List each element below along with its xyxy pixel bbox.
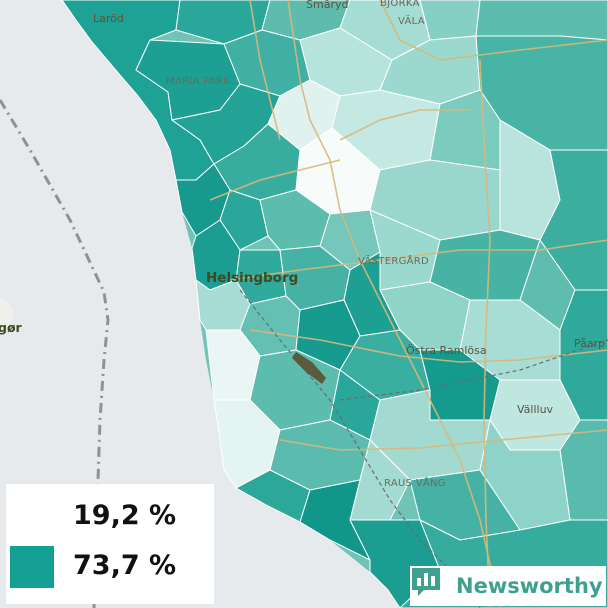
legend-row-low: 19,2 % [6, 494, 214, 540]
label-ostra-ramlosa: Östra Ramlösa [406, 344, 487, 357]
place-labels: Laröd Småryd BJÖRKA VÄLA MARIA PARK Hels… [0, 0, 605, 489]
denmark-land [0, 296, 14, 334]
national-border [0, 99, 110, 608]
roads [209, 0, 608, 608]
label-smaryd: Småryd [306, 0, 348, 11]
legend-label-high: 73,7 % [73, 550, 177, 581]
bar-chart-icon [412, 568, 440, 596]
label-paarp: Påarp [574, 337, 605, 350]
label-larod: Laröd [93, 12, 124, 25]
legend-label-low: 19,2 % [73, 500, 177, 531]
label-vala: VÄLA [398, 14, 425, 27]
brand-logo: Newsworthy [410, 566, 606, 606]
brand-name: Newsworthy [456, 574, 603, 598]
label-raus-vang: RAUS VÅNG [384, 476, 446, 489]
harbour [292, 352, 326, 384]
label-vallluv: Vällluv [517, 403, 554, 416]
label-helsingborg: Helsingborg [206, 270, 298, 286]
label-bjorka: BJÖRKA [380, 0, 420, 9]
legend: 19,2 % 73,7 % [6, 484, 214, 604]
legend-row-high: 73,7 % [6, 544, 214, 590]
legend-swatch-high [10, 546, 54, 588]
label-vastergard: VÄSTERGÅRD [358, 254, 429, 267]
label-helsingor: gør [0, 320, 23, 335]
label-maria-park: MARIA PARK [166, 76, 230, 87]
legend-swatch-low [10, 496, 54, 538]
railway [239, 289, 608, 608]
